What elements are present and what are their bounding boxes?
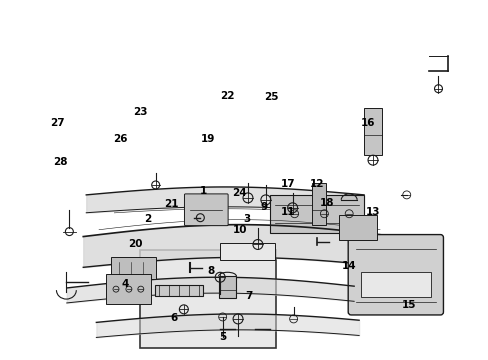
Text: 27: 27 bbox=[50, 118, 65, 128]
Text: 18: 18 bbox=[319, 198, 334, 208]
Text: 28: 28 bbox=[53, 157, 67, 167]
Text: 20: 20 bbox=[128, 239, 142, 249]
Bar bbox=[111, 257, 155, 279]
FancyBboxPatch shape bbox=[347, 235, 443, 315]
Bar bbox=[220, 243, 274, 260]
Text: 1: 1 bbox=[199, 186, 206, 196]
Bar bbox=[218, 276, 236, 298]
Bar bbox=[360, 272, 429, 297]
Text: 6: 6 bbox=[170, 312, 178, 323]
Text: 3: 3 bbox=[243, 214, 250, 224]
Text: 9: 9 bbox=[260, 202, 267, 212]
Text: 5: 5 bbox=[219, 332, 226, 342]
Text: 15: 15 bbox=[402, 300, 416, 310]
Text: 21: 21 bbox=[164, 199, 179, 209]
Text: 13: 13 bbox=[365, 207, 380, 217]
Text: 16: 16 bbox=[360, 118, 375, 128]
Bar bbox=[154, 285, 203, 296]
Text: 19: 19 bbox=[201, 134, 215, 144]
Text: 25: 25 bbox=[264, 92, 278, 102]
Text: 23: 23 bbox=[133, 107, 147, 117]
Bar bbox=[312, 183, 325, 225]
Text: 24: 24 bbox=[232, 188, 246, 198]
Text: 8: 8 bbox=[206, 266, 214, 276]
Text: 2: 2 bbox=[143, 214, 151, 224]
Bar bbox=[339, 215, 376, 239]
Bar bbox=[364, 108, 381, 155]
Text: 22: 22 bbox=[220, 91, 234, 101]
Text: 14: 14 bbox=[341, 261, 355, 271]
Text: 26: 26 bbox=[113, 134, 128, 144]
Text: 11: 11 bbox=[280, 207, 295, 217]
Text: 10: 10 bbox=[232, 225, 246, 235]
Text: 7: 7 bbox=[245, 291, 252, 301]
Text: 4: 4 bbox=[122, 279, 129, 289]
Text: 17: 17 bbox=[280, 179, 295, 189]
Text: 12: 12 bbox=[309, 179, 324, 189]
Bar bbox=[269, 195, 364, 233]
FancyBboxPatch shape bbox=[184, 194, 228, 226]
Bar bbox=[106, 274, 150, 304]
Bar bbox=[140, 249, 275, 348]
